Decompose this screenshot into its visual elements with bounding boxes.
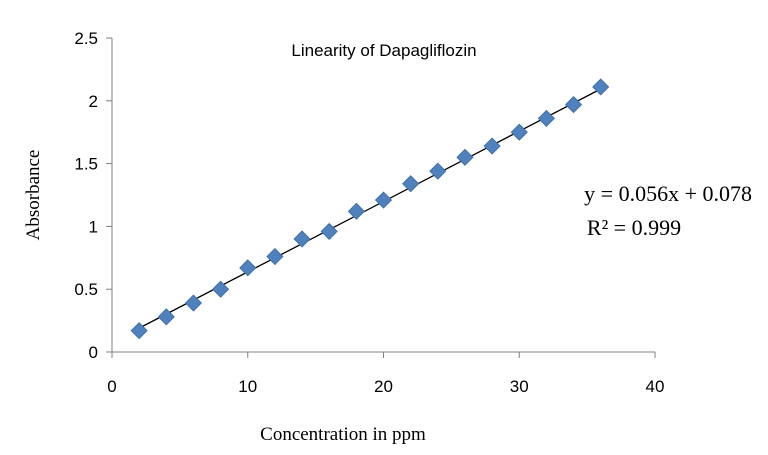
data-point	[239, 259, 257, 277]
y-tick-label: 0.5	[74, 280, 98, 299]
data-point	[320, 222, 338, 240]
data-point	[483, 137, 501, 155]
data-point	[293, 230, 311, 248]
data-point	[537, 109, 555, 127]
data-point	[157, 308, 175, 326]
r-squared-label: R² = 0.999	[587, 215, 681, 240]
x-tick-label: 0	[107, 377, 116, 396]
x-tick-label: 30	[510, 377, 529, 396]
y-tick-label: 1	[89, 217, 98, 236]
y-tick-label: 0	[89, 343, 98, 362]
x-tick-label: 10	[238, 377, 257, 396]
y-tick-label: 2.5	[74, 29, 98, 48]
data-point	[402, 175, 420, 193]
data-point	[130, 322, 148, 340]
y-tick-label: 1.5	[74, 155, 98, 174]
y-axis-ticks: 0 0.5 1 1.5 2 2.5	[74, 29, 112, 362]
data-point	[592, 78, 610, 96]
data-point	[374, 191, 393, 209]
data-point	[456, 148, 474, 166]
data-point	[266, 247, 284, 266]
x-tick-label: 20	[374, 377, 393, 396]
data-points	[130, 78, 610, 340]
linear-trendline	[138, 88, 601, 329]
data-point	[429, 162, 447, 180]
chart-title: Linearity of Dapagliflozin	[291, 41, 476, 60]
x-tick-label: 40	[646, 377, 665, 396]
data-point	[347, 202, 365, 220]
x-axis-ticks: 0 10 20 30 40	[107, 352, 664, 396]
data-point	[212, 280, 230, 298]
data-point	[564, 96, 583, 114]
y-axis-label: Absorbance	[23, 150, 44, 241]
x-axis-label: Concentration in ppm	[260, 424, 426, 445]
trendline-equation: y = 0.056x + 0.078	[584, 181, 752, 206]
data-point	[184, 294, 203, 312]
y-tick-label: 2	[89, 92, 98, 111]
data-point	[510, 123, 528, 141]
